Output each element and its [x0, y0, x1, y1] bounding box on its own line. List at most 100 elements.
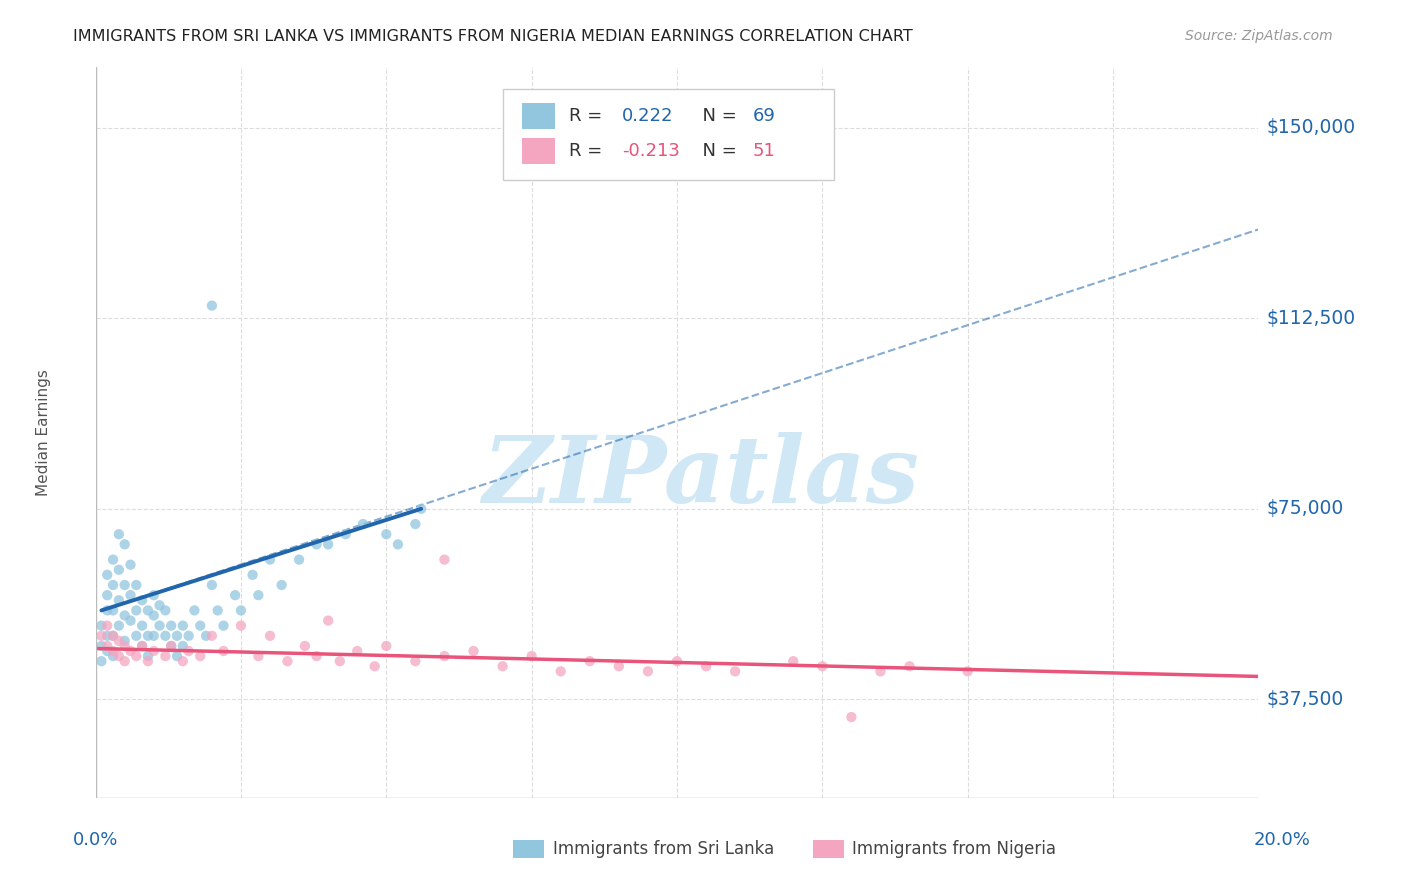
Point — [433, 649, 456, 664]
Point — [212, 644, 235, 658]
Point — [172, 618, 194, 632]
Point — [329, 654, 352, 668]
Point — [259, 629, 281, 643]
Point — [142, 588, 165, 602]
Point — [142, 608, 165, 623]
Point — [294, 639, 316, 653]
Point — [108, 527, 131, 541]
Text: -0.213: -0.213 — [623, 142, 681, 160]
Point — [90, 618, 112, 632]
Point — [276, 654, 298, 668]
Text: N =: N = — [690, 142, 742, 160]
Text: Immigrants from Sri Lanka: Immigrants from Sri Lanka — [553, 840, 773, 858]
Point — [247, 649, 270, 664]
Point — [898, 659, 921, 673]
Point — [155, 649, 177, 664]
Point — [463, 644, 485, 658]
Point — [108, 649, 131, 664]
Point — [491, 659, 513, 673]
Point — [101, 629, 124, 643]
Point — [172, 639, 194, 653]
Point — [177, 644, 200, 658]
Point — [125, 629, 148, 643]
Point — [305, 649, 328, 664]
Text: $37,500: $37,500 — [1267, 690, 1344, 709]
Point — [142, 629, 165, 643]
Point — [120, 644, 142, 658]
Point — [160, 639, 183, 653]
Point — [520, 649, 543, 664]
Point — [136, 603, 159, 617]
Point — [96, 639, 118, 653]
Text: 0.0%: 0.0% — [73, 831, 118, 849]
Point — [316, 537, 339, 551]
Point — [242, 567, 264, 582]
Point — [666, 654, 689, 668]
Point — [131, 618, 153, 632]
Point — [114, 537, 136, 551]
Point — [108, 563, 131, 577]
Text: ZIPatlas: ZIPatlas — [482, 432, 918, 522]
Point — [166, 649, 188, 664]
Point — [363, 659, 385, 673]
Point — [148, 599, 170, 613]
Point — [224, 588, 246, 602]
Text: IMMIGRANTS FROM SRI LANKA VS IMMIGRANTS FROM NIGERIA MEDIAN EARNINGS CORRELATION: IMMIGRANTS FROM SRI LANKA VS IMMIGRANTS … — [73, 29, 912, 44]
Point — [108, 618, 131, 632]
Point — [201, 299, 224, 313]
Point — [120, 588, 142, 602]
Point — [869, 665, 891, 679]
Point — [188, 649, 211, 664]
Point — [229, 603, 252, 617]
Point — [288, 552, 311, 566]
Point — [125, 603, 148, 617]
Point — [259, 552, 281, 566]
Point — [375, 639, 398, 653]
Point — [404, 654, 426, 668]
Point — [101, 649, 124, 664]
Text: R =: R = — [569, 107, 607, 125]
Point — [229, 618, 252, 632]
Text: $75,000: $75,000 — [1267, 500, 1344, 518]
Point — [724, 665, 747, 679]
Point — [207, 603, 229, 617]
Point — [90, 654, 112, 668]
Point — [136, 649, 159, 664]
Point — [695, 659, 717, 673]
Text: 51: 51 — [752, 142, 776, 160]
Point — [433, 552, 456, 566]
Point — [148, 618, 170, 632]
FancyBboxPatch shape — [502, 89, 834, 180]
Point — [155, 629, 177, 643]
Text: 69: 69 — [752, 107, 776, 125]
Point — [96, 567, 118, 582]
Text: $150,000: $150,000 — [1267, 119, 1355, 137]
Point — [404, 516, 426, 531]
Point — [125, 649, 148, 664]
Point — [607, 659, 630, 673]
Point — [195, 629, 218, 643]
Text: R =: R = — [569, 142, 607, 160]
Text: 20.0%: 20.0% — [1254, 831, 1310, 849]
Point — [120, 614, 142, 628]
Point — [411, 501, 433, 516]
Point — [101, 629, 124, 643]
FancyBboxPatch shape — [523, 103, 555, 128]
Point — [212, 618, 235, 632]
Point — [108, 633, 131, 648]
Point — [96, 629, 118, 643]
Point — [160, 618, 183, 632]
Point — [108, 593, 131, 607]
Point — [346, 644, 368, 658]
Text: Immigrants from Nigeria: Immigrants from Nigeria — [852, 840, 1056, 858]
Point — [131, 639, 153, 653]
Point — [841, 710, 863, 724]
Point — [101, 552, 124, 566]
Point — [120, 558, 142, 572]
Point — [316, 614, 339, 628]
Text: Source: ZipAtlas.com: Source: ZipAtlas.com — [1185, 29, 1333, 43]
Point — [136, 629, 159, 643]
Point — [352, 516, 374, 531]
Text: Median Earnings: Median Earnings — [35, 369, 51, 496]
Point — [201, 578, 224, 592]
